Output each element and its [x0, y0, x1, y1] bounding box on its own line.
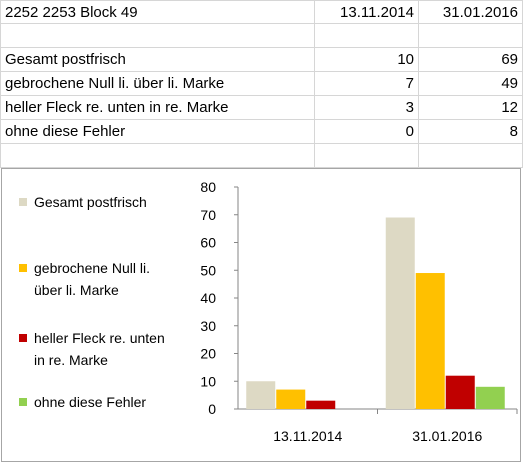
x-category-label: 31.01.2016 — [412, 428, 482, 444]
legend-label: heller Fleck re. unten in re. Marke — [34, 330, 165, 368]
bar — [475, 386, 505, 409]
empty-cell[interactable] — [0, 24, 315, 48]
value-cell[interactable]: 3 — [315, 96, 419, 120]
empty-cell[interactable] — [315, 144, 419, 168]
value-cell[interactable]: 10 — [315, 48, 419, 72]
legend-label: ohne diese Fehler — [34, 394, 147, 410]
y-tick-label: 30 — [200, 318, 216, 334]
bar — [246, 381, 276, 409]
table-row: gebrochene Null li. über li. Marke 7 49 — [0, 72, 523, 96]
header-date2-cell[interactable]: 31.01.2016 — [419, 0, 523, 24]
y-tick-label: 20 — [200, 346, 216, 362]
spreadsheet-table: 2252 2253 Block 49 13.11.2014 31.01.2016… — [0, 0, 523, 168]
y-tick-label: 40 — [200, 290, 216, 306]
y-tick-label: 60 — [200, 235, 216, 251]
legend-swatch — [19, 398, 27, 406]
bar — [306, 400, 336, 409]
legend-swatch — [19, 264, 27, 272]
value-cell[interactable]: 12 — [419, 96, 523, 120]
header-date1-cell[interactable]: 13.11.2014 — [315, 0, 419, 24]
x-category-label: 13.11.2014 — [273, 428, 342, 444]
value-cell[interactable]: 7 — [315, 72, 419, 96]
empty-cell[interactable] — [419, 24, 523, 48]
bar-chart[interactable]: Gesamt postfrisch gebrochene Null li. übe… — [1, 168, 521, 462]
y-tick-label: 80 — [200, 179, 216, 195]
empty-cell[interactable] — [0, 144, 315, 168]
table-row: heller Fleck re. unten in re. Marke 3 12 — [0, 96, 523, 120]
bar — [276, 389, 306, 409]
row-label-cell[interactable]: ohne diese Fehler — [0, 120, 315, 144]
empty-row — [0, 24, 523, 48]
legend-swatch — [19, 198, 27, 206]
value-cell[interactable]: 0 — [315, 120, 419, 144]
empty-cell[interactable] — [419, 144, 523, 168]
header-title-cell[interactable]: 2252 2253 Block 49 — [0, 0, 315, 24]
bar — [415, 273, 445, 409]
legend-swatch — [19, 334, 27, 342]
empty-cell[interactable] — [315, 24, 419, 48]
table-row: ohne diese Fehler 0 8 — [0, 120, 523, 144]
y-tick-label: 70 — [200, 207, 216, 223]
bar — [385, 217, 415, 409]
row-label-cell[interactable]: Gesamt postfrisch — [0, 48, 315, 72]
chart-plot: 0 10 20 30 40 50 60 70 80 13.11.2014 31.01.2016 — [200, 179, 518, 444]
y-tick-label: 0 — [208, 401, 216, 417]
table-row: Gesamt postfrisch 10 69 — [0, 48, 523, 72]
table-header-row: 2252 2253 Block 49 13.11.2014 31.01.2016 — [0, 0, 523, 24]
value-cell[interactable]: 69 — [419, 48, 523, 72]
legend-label: Gesamt postfrisch — [34, 194, 147, 210]
row-label-cell[interactable]: gebrochene Null li. über li. Marke — [0, 72, 315, 96]
value-cell[interactable]: 8 — [419, 120, 523, 144]
bar — [445, 375, 475, 409]
legend-label: gebrochene Null li. über li. Marke — [34, 260, 150, 298]
y-tick-label: 50 — [200, 262, 216, 278]
row-label-cell[interactable]: heller Fleck re. unten in re. Marke — [0, 96, 315, 120]
value-cell[interactable]: 49 — [419, 72, 523, 96]
empty-row — [0, 144, 523, 168]
y-tick-label: 10 — [200, 373, 216, 389]
